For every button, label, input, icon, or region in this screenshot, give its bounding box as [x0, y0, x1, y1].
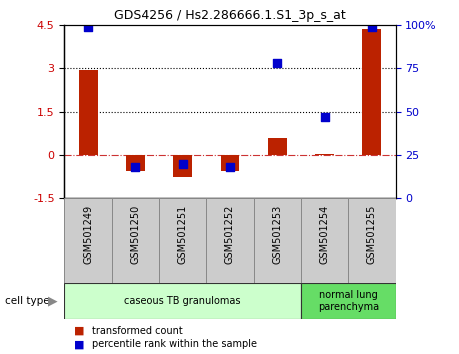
Bar — [64, 283, 300, 319]
Bar — [78, 70, 97, 155]
Point — [226, 164, 233, 170]
Text: GSM501254: GSM501254 — [319, 205, 329, 264]
Bar — [253, 198, 300, 283]
Point — [84, 24, 91, 29]
Bar — [220, 155, 239, 171]
Point — [179, 161, 186, 166]
Bar — [112, 198, 159, 283]
Text: normal lung
parenchyma: normal lung parenchyma — [317, 290, 378, 312]
Bar — [126, 155, 145, 171]
Point — [273, 60, 280, 66]
Text: percentile rank within the sample: percentile rank within the sample — [92, 339, 257, 349]
Text: ■: ■ — [73, 339, 84, 349]
Point — [320, 114, 328, 120]
Text: caseous TB granulomas: caseous TB granulomas — [124, 296, 241, 306]
Text: GSM501251: GSM501251 — [177, 205, 187, 264]
Point — [368, 24, 375, 29]
Point — [131, 164, 139, 170]
Text: GSM501250: GSM501250 — [130, 205, 140, 264]
Bar — [362, 29, 381, 155]
Bar — [64, 198, 112, 283]
Text: cell type: cell type — [5, 296, 49, 306]
Bar — [300, 283, 395, 319]
Text: GSM501252: GSM501252 — [224, 205, 235, 264]
Text: GSM501249: GSM501249 — [83, 205, 93, 264]
Bar — [267, 137, 286, 155]
Text: GSM501253: GSM501253 — [272, 205, 282, 264]
Bar — [300, 198, 347, 283]
Text: GSM501255: GSM501255 — [366, 205, 376, 264]
Text: transformed count: transformed count — [92, 326, 182, 336]
Bar — [173, 155, 192, 177]
Text: GDS4256 / Hs2.286666.1.S1_3p_s_at: GDS4256 / Hs2.286666.1.S1_3p_s_at — [114, 9, 345, 22]
Bar — [159, 198, 206, 283]
Bar — [206, 198, 253, 283]
Bar — [314, 154, 333, 155]
Bar — [347, 198, 395, 283]
Text: ▶: ▶ — [48, 295, 57, 307]
Text: ■: ■ — [73, 326, 84, 336]
